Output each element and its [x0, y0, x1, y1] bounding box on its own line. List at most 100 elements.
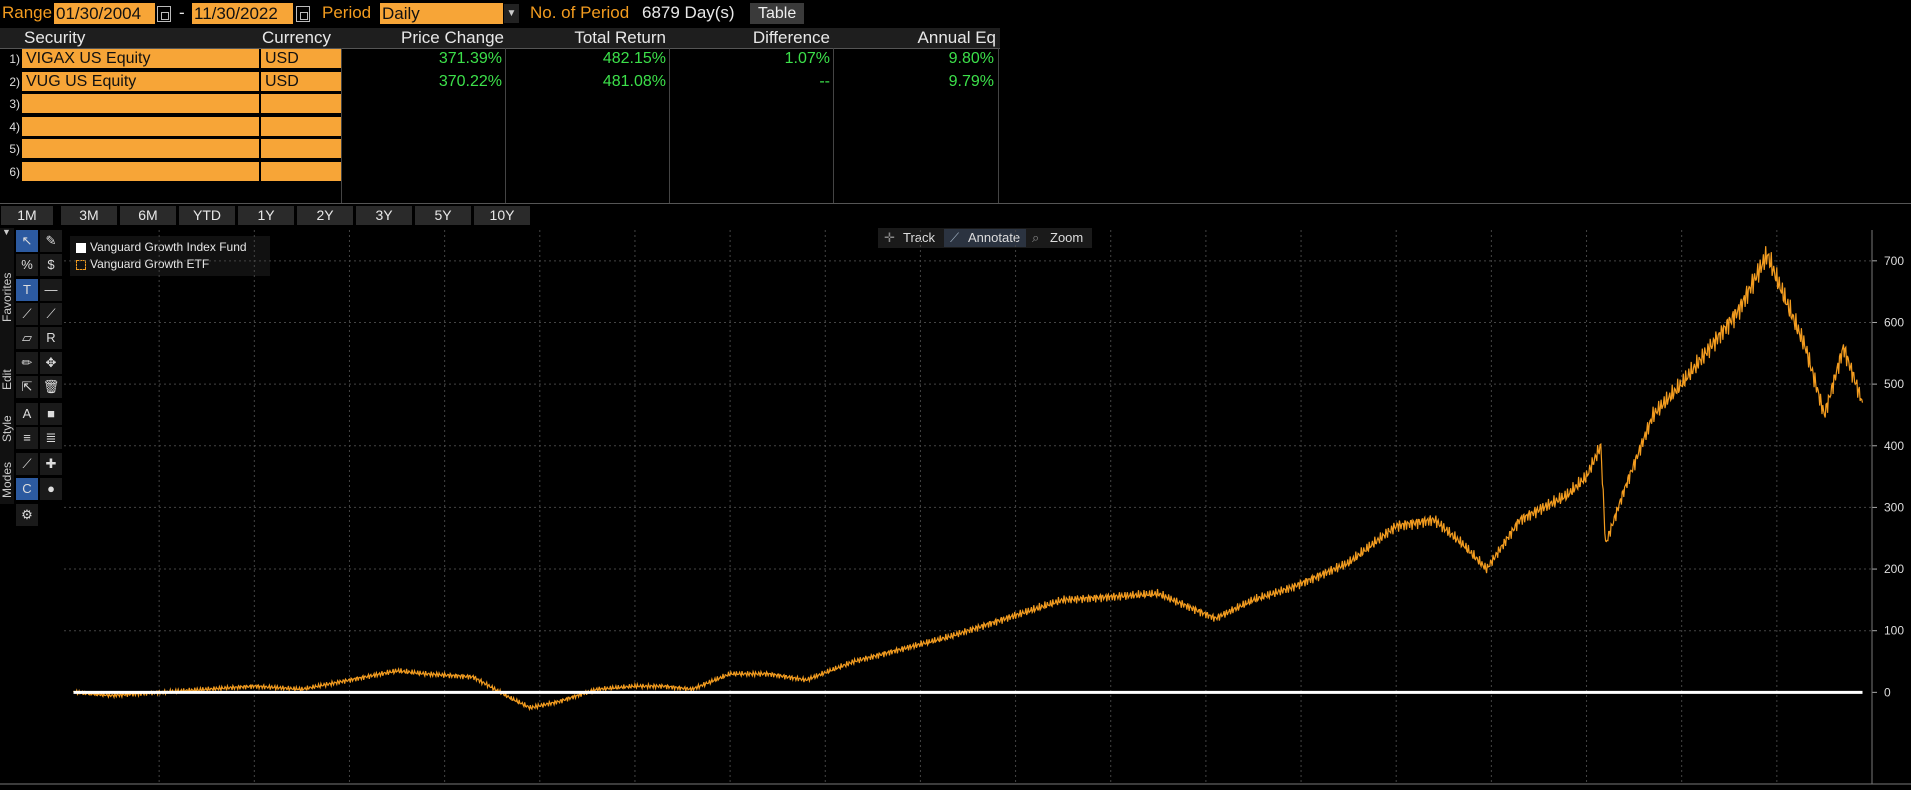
period-tab-6m[interactable]: 6M: [120, 206, 176, 225]
period-tab-ytd[interactable]: YTD: [179, 206, 235, 225]
period-tab-2y[interactable]: 2Y: [297, 206, 353, 225]
series-line-etf: [72, 246, 1864, 712]
header-currency[interactable]: Currency: [262, 28, 342, 48]
y-tick-label: 0: [1884, 685, 1891, 699]
legend-label: Vanguard Growth Index Fund: [90, 240, 247, 254]
header-price-change[interactable]: Price Change: [342, 28, 504, 48]
price-change-value: [342, 162, 504, 182]
legend-swatch: [76, 242, 86, 253]
percent-tool-icon[interactable]: %: [16, 254, 38, 276]
y-tick-label: 300: [1884, 500, 1904, 514]
annual-eq-value: 9.80%: [948, 50, 994, 67]
hline-tool-icon[interactable]: —: [40, 279, 62, 301]
security-field[interactable]: [22, 94, 259, 114]
end-date-field[interactable]: 11/30/2022: [192, 3, 293, 24]
annual-eq-value: [834, 117, 996, 137]
ruler-tool-icon[interactable]: ⟋: [16, 453, 38, 475]
difference-value: [670, 94, 832, 114]
period-tab-5y[interactable]: 5Y: [415, 206, 471, 225]
pointer-tool-icon[interactable]: ↖: [16, 230, 38, 252]
line-style-icon[interactable]: ≣: [40, 427, 62, 449]
security-field[interactable]: VUG US Equity: [22, 71, 259, 92]
period-select[interactable]: Daily: [380, 3, 503, 24]
total-return-value: [506, 117, 668, 137]
security-field[interactable]: [22, 116, 259, 137]
track-icon: ✛: [884, 230, 895, 245]
col-divider: [669, 48, 670, 203]
currency-field[interactable]: [261, 139, 341, 159]
move-tool-icon[interactable]: ✥: [40, 352, 62, 374]
period-tab-3m[interactable]: 3M: [61, 206, 117, 225]
annual-eq-value: [834, 162, 996, 182]
header-difference[interactable]: Difference: [670, 28, 830, 48]
top-toolbar: Range 01/30/2004 - 11/30/2022 Period Dai…: [0, 0, 1911, 27]
brush-tool-icon[interactable]: ✏: [16, 352, 38, 374]
num-period-value: 6879 Day(s): [642, 3, 735, 22]
row-number: 1): [9, 52, 20, 66]
security-field[interactable]: [22, 161, 259, 182]
end-calendar-icon[interactable]: [296, 6, 310, 22]
section-divider: [0, 203, 1911, 204]
row-number: 4): [9, 119, 20, 134]
legend-item-index-fund[interactable]: Vanguard Growth Index Fund: [76, 240, 247, 254]
row-number: 6): [9, 164, 20, 179]
side-tab-strip: [0, 228, 14, 504]
start-calendar-icon[interactable]: [157, 6, 171, 22]
performance-chart[interactable]: 2004200520062007200820092010201120122013…: [0, 226, 1911, 790]
line-weight-icon[interactable]: ≡: [16, 427, 38, 449]
fill-color-icon[interactable]: ■: [40, 403, 62, 425]
measure-tool-icon[interactable]: $: [40, 254, 62, 276]
price-change-value: [342, 117, 504, 137]
regression-tool-icon[interactable]: R: [40, 327, 62, 349]
currency-field[interactable]: [261, 94, 341, 114]
select-tool-icon[interactable]: ⇱: [16, 376, 38, 398]
period-tab-10y[interactable]: 10Y: [474, 206, 530, 225]
range-label: Range: [2, 3, 53, 22]
period-tab-3y[interactable]: 3Y: [356, 206, 412, 225]
difference-value: [670, 139, 832, 159]
table-button[interactable]: Table: [750, 3, 805, 24]
magnet-icon[interactable]: C: [16, 478, 38, 500]
total-return-value: [506, 94, 668, 114]
annotate-button[interactable]: Annotate: [968, 230, 1021, 245]
currency-field[interactable]: USD: [261, 49, 341, 69]
zoom-button[interactable]: Zoom: [1050, 230, 1084, 245]
font-tool-icon[interactable]: A: [16, 403, 38, 425]
total-return-value: 481.08%: [602, 72, 666, 90]
y-tick-label: 700: [1884, 254, 1904, 268]
header-annual-eq[interactable]: Annual Eq: [834, 28, 996, 48]
difference-value: [670, 162, 832, 182]
chevron-down-icon[interactable]: ▼: [504, 4, 519, 23]
snap-tool-icon[interactable]: ✚: [40, 453, 62, 475]
track-button[interactable]: Track: [903, 230, 936, 245]
currency-field[interactable]: [261, 161, 341, 182]
color-palette-icon[interactable]: ●: [40, 478, 62, 500]
period-tab-1m[interactable]: 1M: [1, 206, 53, 225]
col-divider: [998, 48, 999, 203]
trendline-tool-icon[interactable]: ⟋: [16, 303, 38, 325]
pen-tool-icon[interactable]: ✎: [40, 230, 62, 252]
price-change-value: [342, 94, 504, 114]
price-change-value: 371.39%: [438, 50, 502, 67]
security-field[interactable]: VIGAX US Equity: [22, 49, 259, 69]
period-tab-1y[interactable]: 1Y: [238, 206, 294, 225]
header-total-return[interactable]: Total Return: [506, 28, 666, 48]
collapse-icon[interactable]: ▼: [2, 227, 11, 237]
security-field[interactable]: [22, 139, 259, 159]
annual-eq-value: 9.79%: [948, 72, 994, 90]
currency-field[interactable]: [261, 116, 341, 137]
period-label: Period: [322, 3, 372, 22]
total-return-value: [506, 139, 668, 159]
currency-field[interactable]: USD: [261, 71, 341, 92]
header-security[interactable]: Security: [24, 28, 259, 48]
y-tick-label: 100: [1884, 624, 1904, 638]
text-tool-icon[interactable]: T: [16, 279, 38, 301]
col-divider: [505, 48, 506, 203]
trash-icon[interactable]: 🗑: [40, 376, 62, 398]
channel-tool-icon[interactable]: ▱: [16, 327, 38, 349]
start-date-field[interactable]: 01/30/2004: [54, 3, 155, 24]
ray-tool-icon[interactable]: ⟋: [40, 303, 62, 325]
difference-value: --: [819, 72, 830, 90]
gear-icon[interactable]: ⚙: [16, 504, 38, 526]
grid-divider: [0, 48, 1000, 49]
